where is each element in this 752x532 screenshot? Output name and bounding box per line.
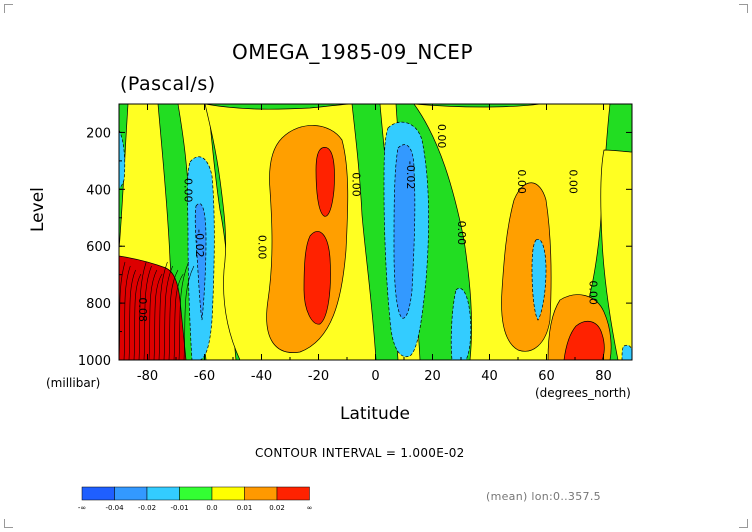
region-weak-up-north-edge <box>621 344 632 360</box>
contour-line-antarctic <box>183 265 195 360</box>
contour-line-antarctic <box>143 265 152 360</box>
colorbar-swatch <box>244 486 278 501</box>
region-strong-down-a <box>315 147 335 217</box>
colorbar-label: 0.01 <box>237 504 253 512</box>
region-strong-down-b <box>303 231 331 325</box>
contour-line-antarctic <box>128 269 136 360</box>
contour-label: 0.00 <box>566 169 579 194</box>
region-strong-down-arctic <box>563 320 605 360</box>
region-up-south <box>194 203 207 321</box>
y-tick-label: 200 <box>86 126 111 141</box>
x-tick-label: 0 <box>371 369 379 384</box>
colorbar-swatch <box>146 486 180 501</box>
contour-interval-text: CONTOUR INTERVAL = 1.000E-02 <box>255 446 465 460</box>
contour-line-antarctic <box>163 265 173 360</box>
contour-line-antarctic <box>138 261 147 360</box>
contour-line-antarctic <box>123 265 131 360</box>
contour-label: -0.02 <box>404 161 417 189</box>
region-weak-up-30n <box>450 288 472 360</box>
x-tick-label: 40 <box>481 369 498 384</box>
colorbar-swatch <box>179 486 213 501</box>
corner-mark-tl <box>4 4 13 13</box>
y-tick-label: 800 <box>86 297 111 312</box>
y-tick-label: 600 <box>86 240 111 255</box>
mean-longitude-note: (mean) lon:0..357.5 <box>486 490 601 503</box>
region-weak-up-southa <box>119 129 126 189</box>
colorbar-label: ∞ <box>307 504 313 512</box>
chart-units: (Pascal/s) <box>120 73 216 95</box>
y-tick-label: 1000 <box>78 354 111 369</box>
corner-mark-tr <box>739 4 748 13</box>
region-up-eq <box>393 144 416 319</box>
x-tick-label: -20 <box>308 369 329 384</box>
chart-title: OMEGA_1985-09_NCEP <box>232 40 474 64</box>
contour-label: 0.00 <box>586 280 599 305</box>
contour-line-antarctic <box>133 273 142 360</box>
contour-label: 0.00 <box>350 172 363 197</box>
region-extreme-antarctic <box>119 255 187 360</box>
contour-line-antarctic <box>148 269 158 360</box>
region-weak-down-e <box>600 149 632 360</box>
contour-line-antarctic <box>158 261 168 360</box>
colorbar-label: -0.01 <box>170 504 188 512</box>
contour-label: 0.00 <box>435 124 448 148</box>
y-axis-unit: (millibar) <box>46 376 101 390</box>
colorbar-swatch <box>276 486 310 501</box>
colorbar-swatch <box>114 486 148 501</box>
x-tick-label: 80 <box>595 369 612 384</box>
colorbar-label: 0.02 <box>269 504 285 512</box>
x-tick-label: -80 <box>137 369 158 384</box>
contour-line-antarctic <box>178 261 189 360</box>
colorbar-label: -0.04 <box>105 504 124 512</box>
x-axis-unit: (degrees_north) <box>535 386 631 400</box>
colorbar-label: -0.02 <box>138 504 156 512</box>
corner-mark-br <box>739 519 748 528</box>
colorbar-label: 0.0 <box>206 504 217 512</box>
contour-line-antarctic <box>153 273 163 360</box>
x-tick-label: 60 <box>538 369 555 384</box>
contour-label: 0.00 <box>256 235 269 260</box>
colorbar-swatch <box>81 486 115 501</box>
colorbar-label: -∞ <box>78 504 86 512</box>
region-weak-up-50n <box>531 238 547 321</box>
contour-label: -0.02 <box>193 229 206 257</box>
x-tick-label: 20 <box>424 369 441 384</box>
x-tick-label: -60 <box>194 369 215 384</box>
contour-label: 0.00 <box>182 178 195 203</box>
contour-line-antarctic <box>173 273 184 360</box>
y-tick-label: 400 <box>86 183 111 198</box>
contour-line-antarctic <box>168 269 179 360</box>
corner-mark-bl <box>4 519 13 528</box>
contour-label: 0.08 <box>136 297 149 322</box>
x-axis-label: Latitude <box>340 404 410 424</box>
x-tick-label: -40 <box>251 369 272 384</box>
contour-label: 0.00 <box>455 221 468 246</box>
contour-label: 0.00 <box>515 169 528 194</box>
colorbar-swatch <box>211 486 245 501</box>
